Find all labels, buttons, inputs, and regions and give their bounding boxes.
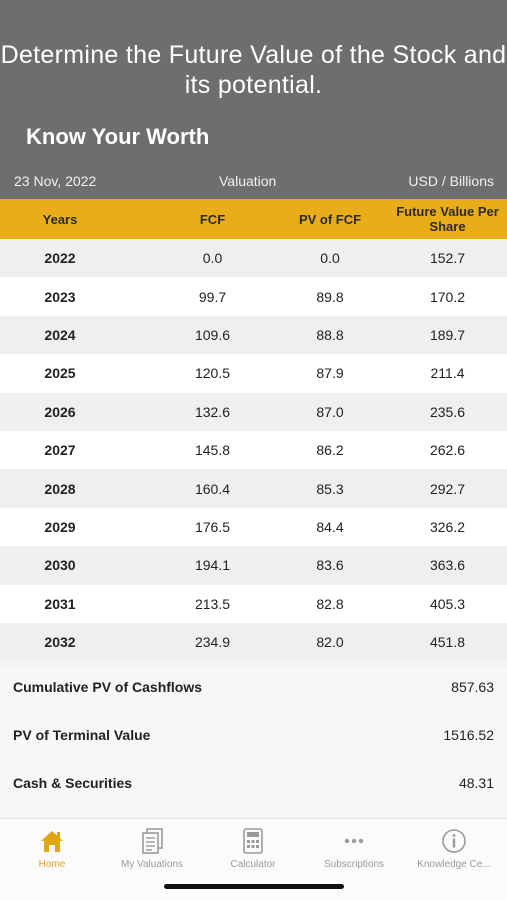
valuation-summary: Cumulative PV of Cashflows 857.63 PV of … — [0, 668, 507, 818]
valuation-meta-row: 23 Nov, 2022 Valuation USD / Billions — [0, 170, 507, 192]
cell-pv-fcf: 87.9 — [316, 365, 344, 382]
cell-pv-fcf: 0.0 — [320, 250, 340, 267]
cell-fcf: 194.1 — [194, 557, 231, 574]
valuation-title: Valuation — [219, 173, 277, 189]
cell-future-value: 326.2 — [429, 518, 466, 535]
cell-year: 2024 — [44, 326, 76, 343]
cell-future-value: 292.7 — [429, 480, 466, 497]
tab-subscriptions[interactable]: Subscriptions — [304, 827, 404, 877]
cell-year: 2028 — [44, 480, 76, 497]
cell-year: 2029 — [44, 518, 76, 535]
cell-year: 2025 — [44, 365, 76, 382]
table-row: 2025 120.5 87.9 211.4 — [0, 354, 507, 393]
cell-fcf: 109.6 — [194, 326, 231, 343]
table-row: 2028 160.4 85.3 292.7 — [0, 469, 507, 508]
summary-row-cash-securities: Cash & Securities 48.31 — [0, 772, 507, 796]
cell-fcf: 213.5 — [194, 595, 231, 612]
cell-fcf: 176.5 — [194, 518, 231, 535]
cell-year: 2023 — [44, 288, 76, 305]
cell-fcf: 0.0 — [202, 250, 223, 267]
cell-pv-fcf: 82.0 — [316, 634, 344, 651]
promo-banner: Determine the Future Value of the Stock … — [0, 0, 507, 200]
summary-value: 857.63 — [451, 679, 494, 695]
cell-year: 2032 — [44, 634, 76, 651]
table-row: 2027 145.8 86.2 262.6 — [0, 430, 507, 470]
cell-future-value: 189.7 — [429, 326, 466, 343]
cell-fcf: 234.9 — [194, 634, 231, 651]
table-header: Years FCF PV of FCF Future Value Per Sha… — [0, 199, 507, 239]
cell-year: 2022 — [44, 250, 76, 267]
table-row: 2029 176.5 84.4 326.2 — [0, 507, 507, 547]
cell-fcf: 120.5 — [194, 365, 231, 382]
cell-pv-fcf: 82.8 — [316, 595, 344, 612]
tab-label: Knowledge Ce... — [417, 859, 491, 870]
cell-year: 2027 — [44, 442, 76, 459]
tab-label: Calculator — [230, 859, 276, 870]
tab-home[interactable]: Home — [2, 827, 102, 877]
cell-future-value: 152.7 — [429, 250, 466, 267]
column-header-years: Years — [42, 211, 78, 227]
table-row: 2024 109.6 88.8 189.7 — [0, 315, 507, 355]
summary-label: Cumulative PV of Cashflows — [13, 679, 203, 695]
summary-label: PV of Terminal Value — [13, 727, 151, 743]
calculator-icon — [243, 828, 263, 854]
home-indicator[interactable] — [164, 884, 344, 889]
home-icon — [41, 831, 63, 852]
cell-year: 2031 — [44, 595, 76, 612]
table-row: 2030 194.1 83.6 363.6 — [0, 546, 507, 585]
table-row: 2023 99.7 89.8 170.2 — [0, 277, 507, 316]
promo-subtitle: Know Your Worth — [26, 124, 210, 149]
cell-future-value: 235.6 — [429, 403, 466, 420]
cell-pv-fcf: 84.4 — [316, 518, 344, 535]
cell-fcf: 132.6 — [194, 403, 231, 420]
tab-label: My Valuations — [120, 859, 184, 870]
summary-row-terminal-value: PV of Terminal Value 1516.52 — [0, 724, 507, 748]
cell-fcf: 99.7 — [198, 288, 227, 305]
cell-pv-fcf: 86.2 — [316, 442, 344, 459]
cell-future-value: 451.8 — [429, 634, 466, 651]
valuation-table: 2022 0.0 0.0 152.7 2023 99.7 89.8 170.2 … — [0, 239, 507, 662]
table-row: 2032 234.9 82.0 451.8 — [0, 622, 507, 662]
tab-knowledge-center[interactable]: Knowledge Ce... — [404, 827, 504, 877]
document-stack-icon — [142, 828, 163, 854]
currency-unit: USD / Billions — [408, 173, 494, 189]
tab-label: Home — [38, 859, 66, 870]
column-header-pv-fcf: PV of FCF — [298, 211, 362, 227]
cell-future-value: 363.6 — [429, 557, 466, 574]
cell-year: 2026 — [44, 403, 76, 420]
more-dots-icon — [344, 838, 364, 844]
cell-fcf: 160.4 — [194, 480, 231, 497]
summary-value: 1516.52 — [443, 727, 494, 743]
summary-label: Cash & Securities — [13, 775, 133, 791]
cell-future-value: 170.2 — [429, 288, 466, 305]
column-header-fcf: FCF — [199, 211, 226, 227]
cell-year: 2030 — [44, 557, 76, 574]
tab-my-valuations[interactable]: My Valuations — [102, 827, 202, 877]
column-header-future-value: Future Value Per Share — [396, 204, 499, 234]
cell-pv-fcf: 83.6 — [316, 557, 344, 574]
promo-headline: Determine the Future Value of the Stock … — [0, 41, 507, 99]
valuation-date: 23 Nov, 2022 — [14, 173, 97, 189]
cell-pv-fcf: 89.8 — [316, 288, 344, 305]
info-icon — [442, 829, 466, 853]
cell-pv-fcf: 85.3 — [316, 480, 344, 497]
cell-future-value: 211.4 — [430, 365, 465, 382]
table-row: 2022 0.0 0.0 152.7 — [0, 239, 507, 278]
cell-fcf: 145.8 — [194, 442, 231, 459]
cell-future-value: 262.6 — [429, 442, 466, 459]
summary-value: 48.31 — [458, 775, 494, 791]
summary-row-cumulative-pv: Cumulative PV of Cashflows 857.63 — [0, 676, 507, 700]
tab-calculator[interactable]: Calculator — [203, 827, 303, 877]
table-row: 2026 132.6 87.0 235.6 — [0, 392, 507, 431]
cell-pv-fcf: 88.8 — [316, 326, 344, 343]
cell-pv-fcf: 87.0 — [316, 403, 344, 420]
table-row: 2031 213.5 82.8 405.3 — [0, 584, 507, 623]
tab-label: Subscriptions — [323, 859, 385, 870]
cell-future-value: 405.3 — [429, 595, 466, 612]
